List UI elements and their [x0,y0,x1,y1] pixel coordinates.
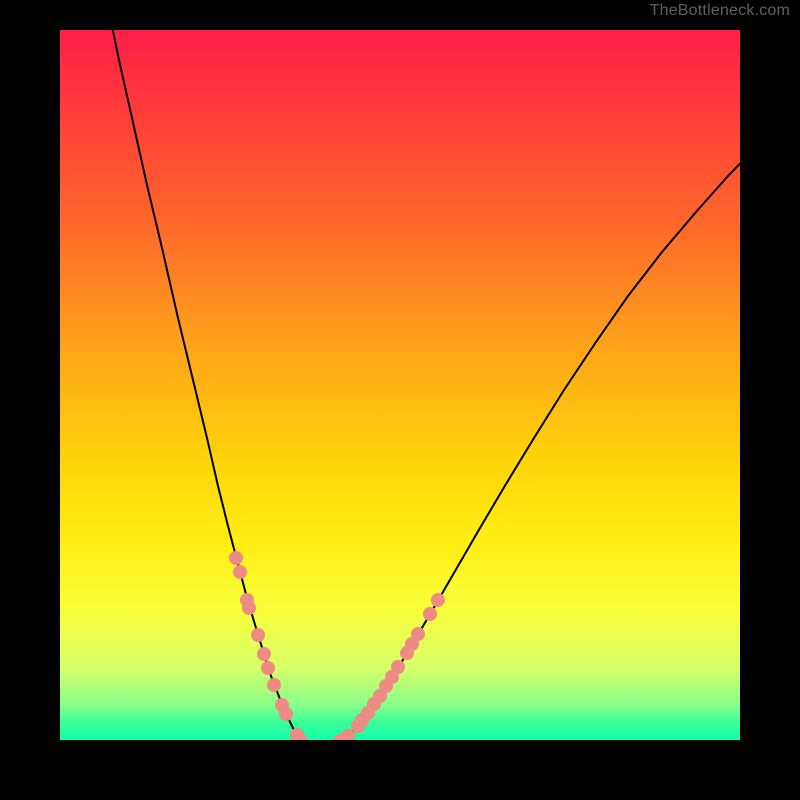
chart-stage: TheBottleneck.com [0,0,800,800]
watermark-text: TheBottleneck.com [650,2,790,20]
chart-svg [0,0,800,800]
